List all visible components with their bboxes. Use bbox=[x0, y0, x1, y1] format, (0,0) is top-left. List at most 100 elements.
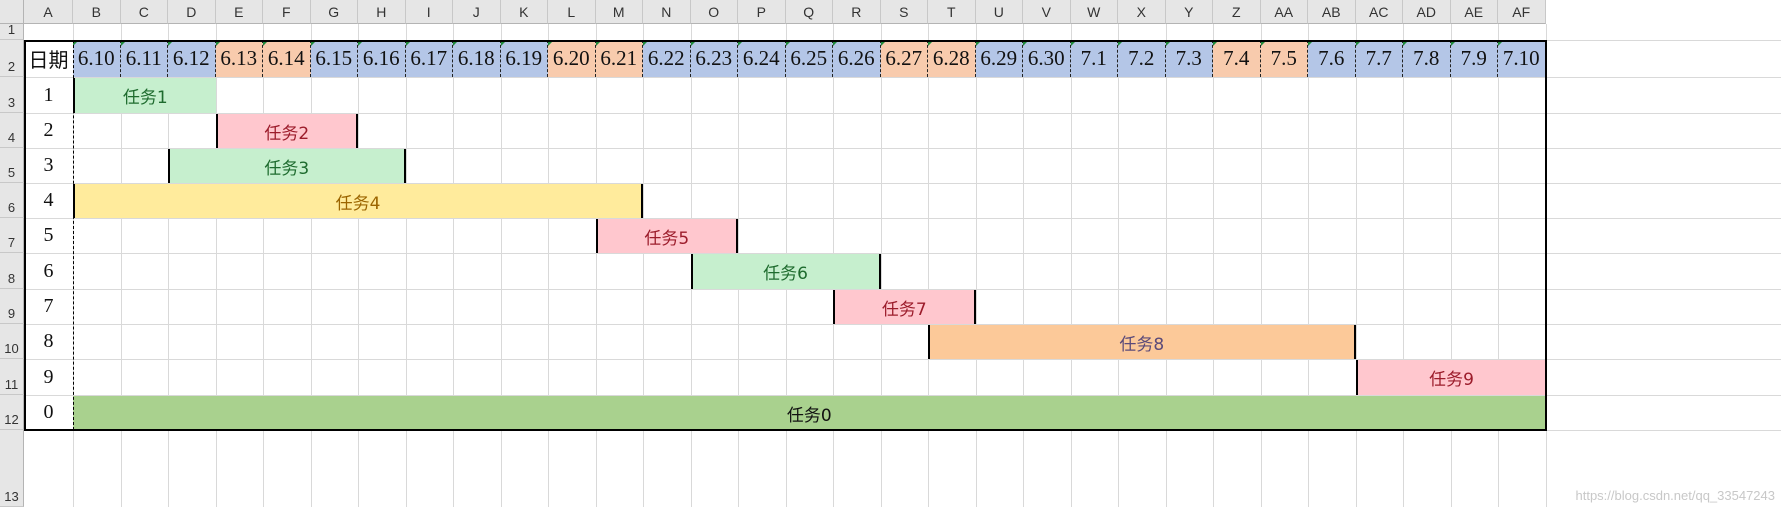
row-header-13[interactable]: 13 bbox=[0, 430, 24, 507]
task-bar-5[interactable]: 任务5 bbox=[595, 219, 738, 253]
column-header-l[interactable]: L bbox=[548, 0, 596, 24]
column-header-aa[interactable]: AA bbox=[1260, 0, 1308, 24]
row-header-11[interactable]: 11 bbox=[0, 359, 24, 395]
task-number[interactable]: 6 bbox=[43, 259, 54, 282]
task-bar-4[interactable]: 任务4 bbox=[73, 184, 643, 218]
task-bar-9[interactable]: 任务9 bbox=[1355, 360, 1546, 395]
task-bar-7[interactable]: 任务7 bbox=[833, 290, 976, 324]
column-header-v[interactable]: V bbox=[1023, 0, 1071, 24]
task-number[interactable]: 9 bbox=[43, 365, 54, 388]
column-header-q[interactable]: Q bbox=[785, 0, 833, 24]
date-cell[interactable]: 7.7 bbox=[1355, 40, 1403, 77]
date-cell[interactable]: 6.17 bbox=[405, 40, 453, 77]
column-header-ae[interactable]: AE bbox=[1450, 0, 1498, 24]
task-number[interactable]: 1 bbox=[43, 83, 54, 106]
date-cell[interactable]: 6.27 bbox=[880, 40, 928, 77]
row-header-7[interactable]: 7 bbox=[0, 218, 24, 253]
task-number[interactable]: 5 bbox=[43, 224, 54, 246]
date-cell[interactable]: 7.2 bbox=[1118, 40, 1166, 77]
row-header-5[interactable]: 5 bbox=[0, 148, 24, 183]
column-header-a[interactable]: A bbox=[24, 0, 73, 24]
date-cell[interactable]: 6.29 bbox=[975, 40, 1023, 77]
column-header-x[interactable]: X bbox=[1118, 0, 1166, 24]
column-header-i[interactable]: I bbox=[405, 0, 453, 24]
date-cell[interactable]: 7.9 bbox=[1450, 40, 1498, 77]
row-header-1[interactable]: 1 bbox=[0, 22, 24, 40]
date-cell[interactable]: 6.13 bbox=[215, 40, 263, 77]
date-cell[interactable]: 6.16 bbox=[358, 40, 406, 77]
date-cell[interactable]: 6.12 bbox=[168, 40, 216, 77]
task-number[interactable]: 8 bbox=[43, 330, 54, 352]
row-header-9[interactable]: 9 bbox=[0, 289, 24, 324]
date-cell[interactable]: 6.22 bbox=[643, 40, 691, 77]
row-header-6[interactable]: 6 bbox=[0, 183, 24, 218]
column-header-w[interactable]: W bbox=[1070, 0, 1118, 24]
task-number[interactable]: 4 bbox=[43, 189, 54, 211]
date-header-label[interactable]: 日期 bbox=[28, 50, 69, 72]
column-header-y[interactable]: Y bbox=[1165, 0, 1213, 24]
task-number[interactable]: 7 bbox=[43, 295, 54, 317]
column-header-m[interactable]: M bbox=[595, 0, 643, 24]
date-cell[interactable]: 6.14 bbox=[263, 40, 311, 77]
task-number[interactable]: 2 bbox=[43, 119, 54, 141]
column-header-e[interactable]: E bbox=[215, 0, 263, 24]
date-cell[interactable]: 7.3 bbox=[1165, 40, 1213, 77]
task-bar-label: 任务4 bbox=[335, 193, 381, 214]
date-cell[interactable]: 7.5 bbox=[1260, 40, 1308, 77]
column-header-ac[interactable]: AC bbox=[1355, 0, 1403, 24]
task-number[interactable]: 0 bbox=[43, 401, 54, 423]
row-header-12[interactable]: 12 bbox=[0, 395, 24, 430]
column-header-c[interactable]: C bbox=[120, 0, 168, 24]
row-header-2[interactable]: 2 bbox=[0, 40, 24, 77]
column-header-k[interactable]: K bbox=[500, 0, 548, 24]
column-header-r[interactable]: R bbox=[833, 0, 881, 24]
task-bar-6[interactable]: 任务6 bbox=[690, 254, 881, 289]
date-cell[interactable]: 6.24 bbox=[738, 40, 786, 77]
column-header-f[interactable]: F bbox=[263, 0, 311, 24]
date-cell[interactable]: 6.23 bbox=[690, 40, 738, 77]
date-cell[interactable]: 6.18 bbox=[453, 40, 501, 77]
date-cell[interactable]: 6.15 bbox=[310, 40, 358, 77]
column-header-ab[interactable]: AB bbox=[1308, 0, 1356, 24]
task-bar-3[interactable]: 任务3 bbox=[168, 149, 406, 183]
date-cell[interactable]: 7.1 bbox=[1070, 40, 1118, 77]
column-header-ad[interactable]: AD bbox=[1403, 0, 1451, 24]
column-header-p[interactable]: P bbox=[738, 0, 786, 24]
column-header-b[interactable]: B bbox=[73, 0, 121, 24]
date-cell[interactable]: 6.20 bbox=[548, 40, 596, 77]
column-header-z[interactable]: Z bbox=[1213, 0, 1261, 24]
column-header-s[interactable]: S bbox=[880, 0, 928, 24]
row-header-10[interactable]: 10 bbox=[0, 324, 24, 359]
date-cell[interactable]: 6.10 bbox=[73, 40, 121, 77]
column-header-d[interactable]: D bbox=[168, 0, 216, 24]
date-text: 7.9 bbox=[1460, 46, 1487, 70]
task-bar-1[interactable]: 任务1 bbox=[73, 78, 216, 113]
column-header-af[interactable]: AF bbox=[1498, 0, 1546, 24]
date-cell[interactable]: 7.8 bbox=[1403, 40, 1451, 77]
date-cell[interactable]: 6.25 bbox=[785, 40, 833, 77]
date-cell[interactable]: 6.30 bbox=[1023, 40, 1071, 77]
column-header-u[interactable]: U bbox=[975, 0, 1023, 24]
date-cell[interactable]: 6.19 bbox=[500, 40, 548, 77]
column-header-o[interactable]: O bbox=[690, 0, 738, 24]
column-header-g[interactable]: G bbox=[310, 0, 358, 24]
task-number[interactable]: 3 bbox=[43, 154, 54, 176]
column-header-j[interactable]: J bbox=[453, 0, 501, 24]
date-cell[interactable]: 7.10 bbox=[1498, 40, 1546, 77]
task-bar-0[interactable]: 任务0 bbox=[73, 396, 1546, 430]
date-cell[interactable]: 6.11 bbox=[120, 40, 168, 77]
date-cell[interactable]: 7.6 bbox=[1308, 40, 1356, 77]
column-header-h[interactable]: H bbox=[358, 0, 406, 24]
date-cell[interactable]: 6.26 bbox=[833, 40, 881, 77]
column-header-t[interactable]: T bbox=[928, 0, 976, 24]
row-header-8[interactable]: 8 bbox=[0, 253, 24, 289]
task-bar-8[interactable]: 任务8 bbox=[928, 325, 1356, 359]
date-cell[interactable]: 7.4 bbox=[1213, 40, 1261, 77]
date-cell[interactable]: 6.28 bbox=[928, 40, 976, 77]
select-all-corner[interactable] bbox=[0, 0, 24, 24]
date-cell[interactable]: 6.21 bbox=[595, 40, 643, 77]
task-bar-2[interactable]: 任务2 bbox=[215, 114, 358, 148]
row-header-4[interactable]: 4 bbox=[0, 113, 24, 148]
row-header-3[interactable]: 3 bbox=[0, 77, 24, 113]
column-header-n[interactable]: N bbox=[643, 0, 691, 24]
